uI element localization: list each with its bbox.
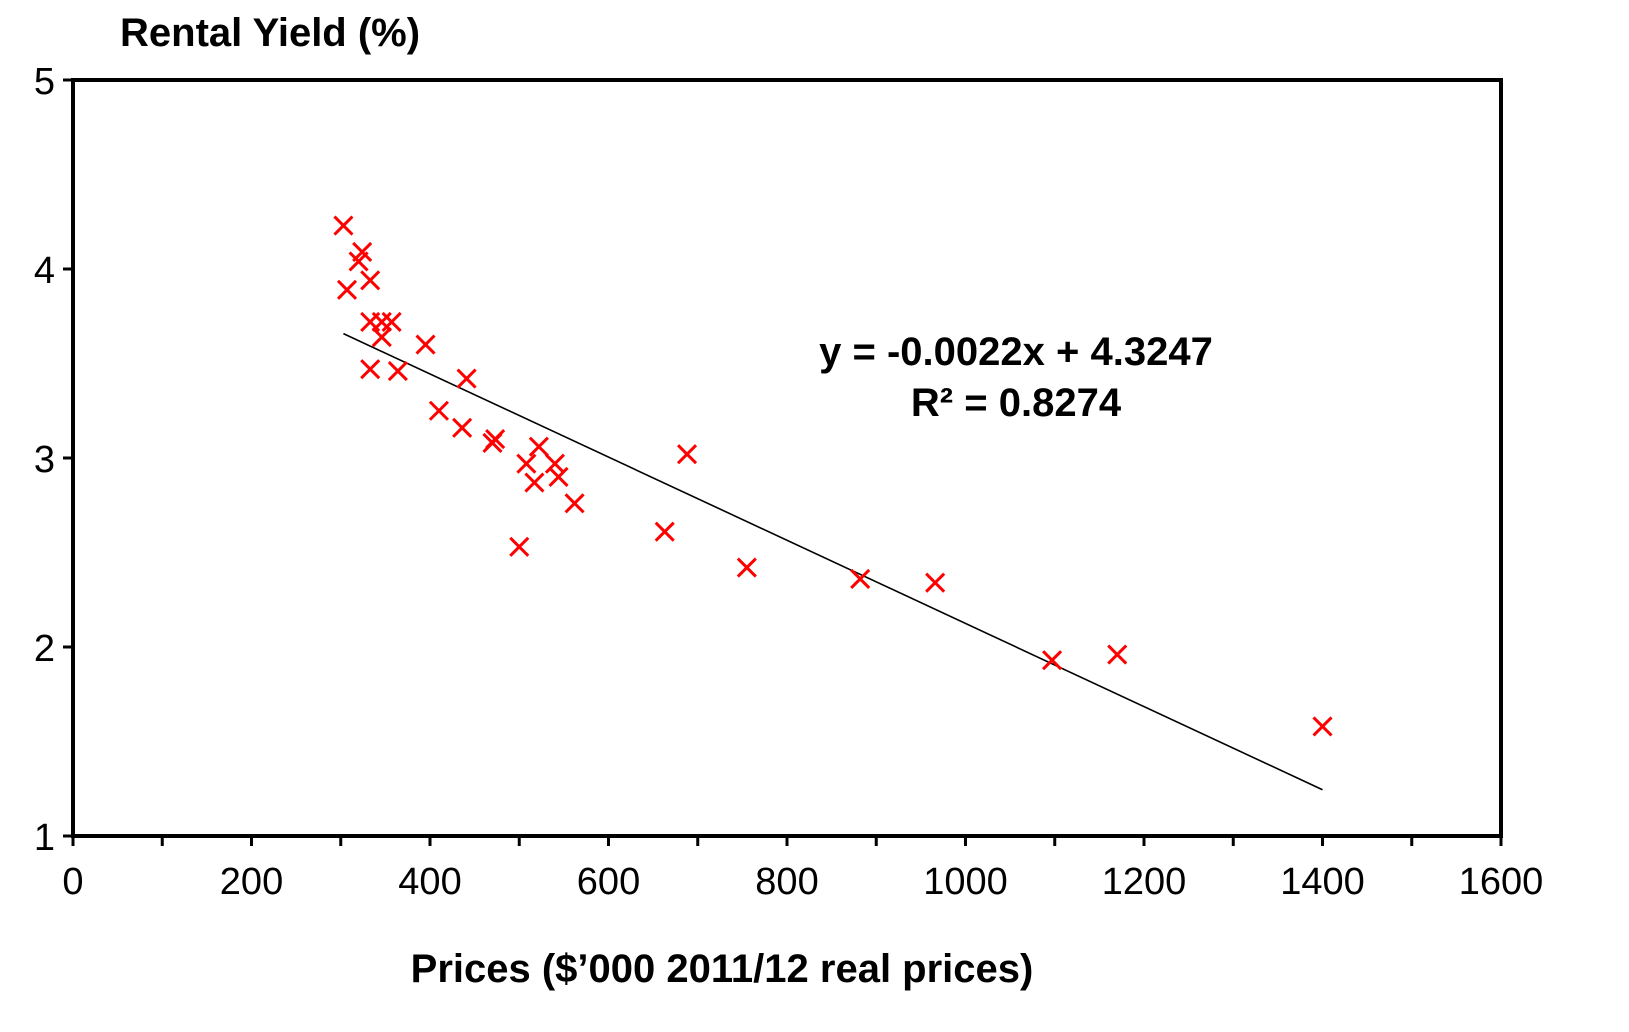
y-axis: 1 2 3 4 5: [34, 61, 73, 859]
data-point-marker: [452, 417, 473, 438]
y-tick-label: 4: [34, 250, 55, 292]
data-point-marker: [925, 572, 946, 593]
data-point-marker: [516, 453, 537, 474]
data-point-marker: [371, 311, 392, 332]
data-point-marker: [415, 334, 436, 355]
y-axis-title: Rental Yield (%): [120, 11, 420, 55]
x-tick-label: 400: [398, 861, 461, 903]
trendline-equation: y = -0.0022x + 4.3247: [819, 330, 1213, 374]
data-point-marker: [360, 270, 381, 291]
x-tick-label: 600: [577, 861, 640, 903]
data-point-marker: [1312, 716, 1333, 737]
x-tick-label: 1600: [1459, 861, 1544, 903]
data-point-marker: [485, 429, 506, 450]
x-tick-label: 1200: [1102, 861, 1187, 903]
data-point-marker: [1042, 650, 1063, 671]
y-tick-label: 5: [34, 61, 55, 103]
data-point-marker: [654, 521, 675, 542]
data-point-marker: [548, 466, 569, 487]
x-tick-label: 0: [62, 861, 83, 903]
data-point-marker: [509, 536, 530, 557]
data-point-marker: [1107, 644, 1128, 665]
data-point-marker: [381, 311, 402, 332]
data-point-marker: [456, 368, 477, 389]
data-point-marker: [387, 360, 408, 382]
trendline: [343, 332, 1323, 791]
x-axis-title: Prices ($’000 2011/12 real prices): [411, 947, 1034, 991]
data-point-marker: [428, 400, 449, 421]
y-tick-label: 2: [34, 628, 55, 670]
data-points: [333, 215, 1333, 737]
data-point-marker: [676, 444, 698, 465]
data-point-marker: [352, 241, 373, 263]
data-point-marker: [371, 326, 392, 348]
x-tick-label: 800: [755, 861, 818, 903]
x-axis: 0 200 400 600 800 1000 1200 1400 1600: [62, 836, 1543, 903]
data-point-marker: [850, 568, 871, 590]
y-tick-label: 3: [34, 439, 55, 481]
data-point-marker: [333, 215, 354, 236]
y-tick-label: 1: [34, 817, 55, 859]
data-point-marker: [360, 359, 381, 380]
data-point-marker: [564, 493, 585, 514]
data-point-marker: [544, 453, 566, 474]
data-point-marker: [528, 436, 549, 457]
data-point-marker: [524, 472, 545, 493]
plot-area-frame: [71, 78, 1503, 838]
data-point-marker: [336, 279, 358, 300]
x-tick-label: 1000: [923, 861, 1008, 903]
data-point-marker: [736, 557, 757, 578]
trendline-group: [343, 332, 1323, 791]
r-squared-label: R² = 0.8274: [911, 381, 1122, 425]
x-tick-label: 200: [220, 861, 283, 903]
x-tick-label: 1400: [1280, 861, 1365, 903]
